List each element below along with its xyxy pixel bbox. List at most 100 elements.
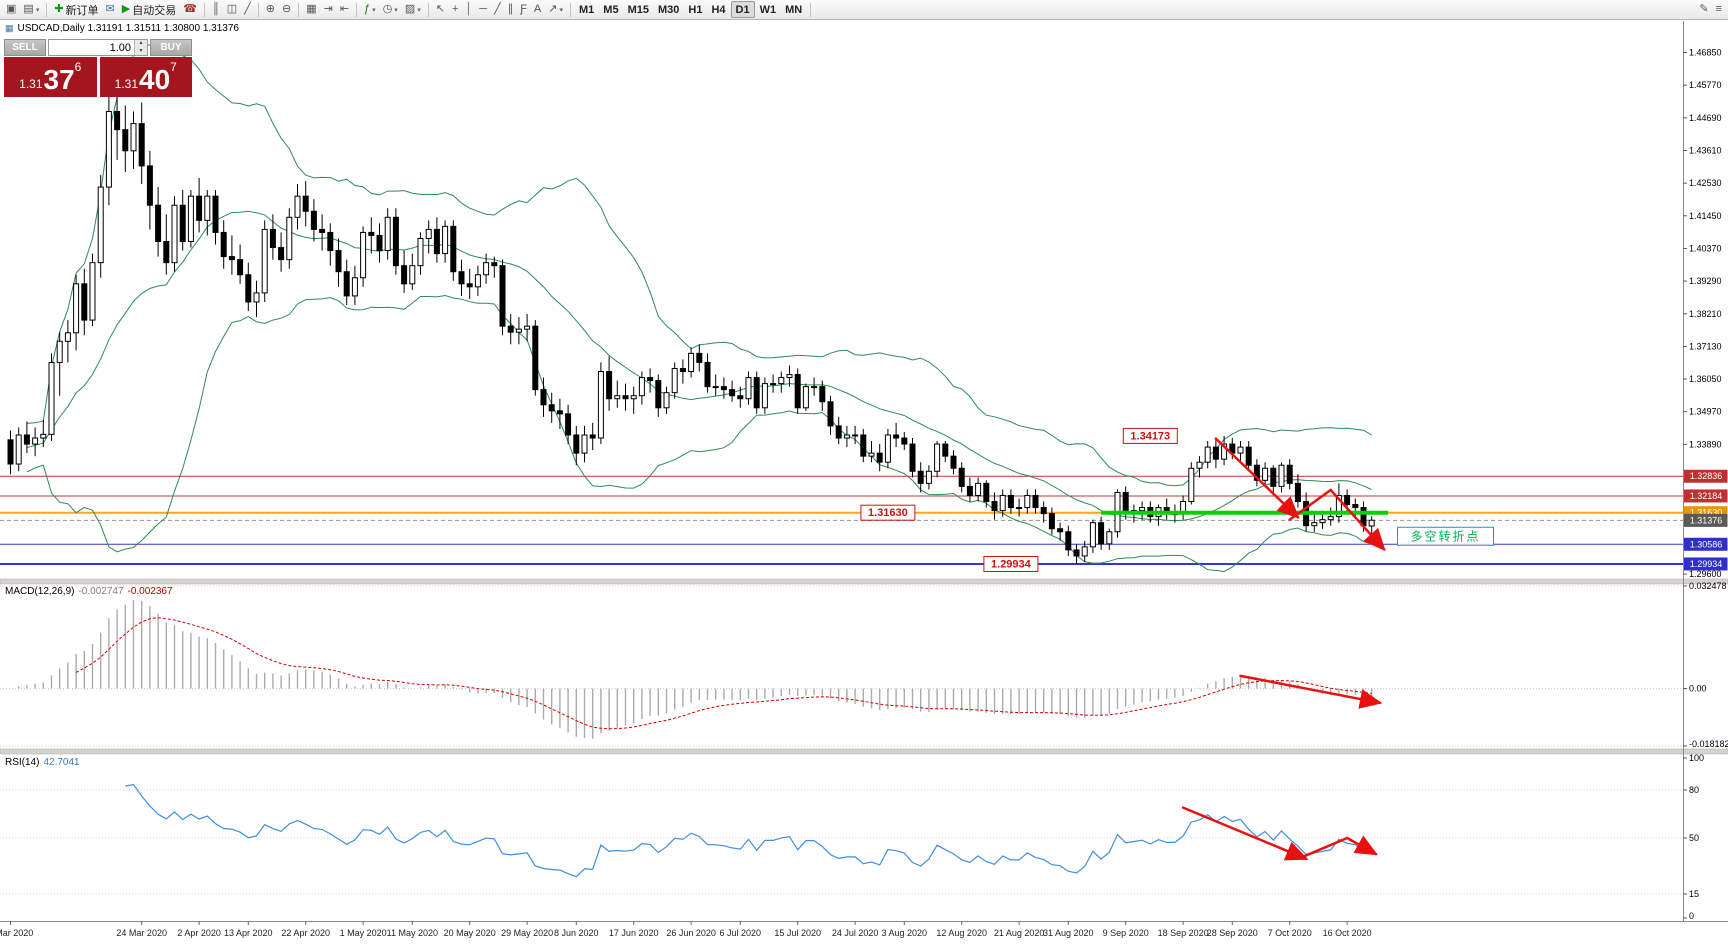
tf-h1[interactable]: H1	[688, 3, 703, 16]
tf-m5[interactable]: M5	[603, 3, 619, 16]
svg-text:1.29600: 1.29600	[1689, 569, 1722, 579]
templates-icon[interactable]: ▨ ▾	[402, 1, 424, 18]
text-icon[interactable]: A	[531, 1, 544, 18]
pencil-icon[interactable]: ✎	[1696, 1, 1711, 18]
spinner-down-icon[interactable]: ▾	[135, 47, 147, 55]
channel-icon[interactable]: ∥	[505, 1, 517, 18]
rsi-label: RSI(14) 42.7041	[5, 757, 80, 768]
tf-m30[interactable]: M30	[657, 3, 680, 16]
dropdown-caret-icon: ▾	[394, 6, 398, 14]
volume-field[interactable]: 1.00 ▴ ▾	[48, 39, 148, 56]
fibonacci-icon[interactable]: Ƒ	[517, 1, 530, 18]
sell-button[interactable]: SELL	[4, 39, 46, 56]
zoom-out-icon[interactable]: ⊖	[279, 1, 294, 18]
macd-panel	[0, 585, 1683, 747]
toolbar-separator	[570, 2, 571, 17]
phone-icon[interactable]: ☎	[180, 1, 200, 18]
svg-text:6 Jul 2020: 6 Jul 2020	[720, 928, 762, 938]
svg-text:17 Jun 2020: 17 Jun 2020	[609, 928, 659, 938]
volume-value[interactable]: 1.00	[109, 42, 131, 54]
periods-icon: ◷	[382, 3, 393, 15]
tf-m1[interactable]: M1	[579, 3, 595, 16]
trendline-icon[interactable]: ╱	[491, 1, 504, 18]
toolbar-separator	[427, 2, 429, 17]
svg-text:1.42530: 1.42530	[1689, 178, 1722, 188]
candlestick-chart-icon: ▦	[5, 23, 14, 33]
panel-separator[interactable]	[0, 578, 1728, 585]
tf-m15[interactable]: M15	[627, 3, 649, 16]
level-price-label[interactable]	[860, 504, 916, 521]
horizontal-level-lines[interactable]	[0, 475, 1683, 565]
trend-arrows[interactable]	[1181, 437, 1386, 861]
svg-text:1.34970: 1.34970	[1689, 407, 1722, 417]
macd-signal-value: -0.002367	[127, 586, 173, 597]
svg-text:1.39290: 1.39290	[1689, 276, 1722, 286]
new-order-button[interactable]: ✚ 新订单	[54, 3, 99, 17]
chart-annotations[interactable]: 1.34173 1.31630 1.29934 多空转折点	[860, 427, 1494, 572]
crosshair-icon[interactable]: +	[449, 1, 461, 18]
svg-text:1.45770: 1.45770	[1689, 80, 1722, 90]
svg-text:2 Apr 2020: 2 Apr 2020	[177, 928, 221, 938]
chart-shift-icon: ⇤	[339, 3, 350, 15]
svg-text:1.37130: 1.37130	[1689, 341, 1722, 351]
cursor-icon[interactable]: ↖	[433, 1, 448, 18]
tf-w1[interactable]: W1	[759, 3, 777, 16]
svg-text:多空转折点: 多空转折点	[1410, 528, 1480, 543]
ask-big-digits: 40	[139, 64, 171, 95]
bar-chart-icon[interactable]: ║	[209, 1, 223, 18]
profiles-icon[interactable]: ▤ ▾	[20, 1, 42, 18]
indicator-axes[interactable]: 0.032478 0.00 -0.018182 100 80 50 15 0	[1683, 581, 1728, 921]
candlestick-icon[interactable]: ◫	[224, 1, 240, 18]
new-chart-icon[interactable]: ▣	[3, 1, 19, 18]
chart-shift-icon[interactable]: ⇤	[337, 1, 352, 18]
svg-text:0.032478: 0.032478	[1689, 581, 1727, 591]
low-price-label[interactable]	[983, 555, 1039, 572]
zoom-in-icon[interactable]: ⊕	[263, 1, 278, 18]
svg-text:1.40370: 1.40370	[1689, 243, 1722, 253]
auto-scroll-icon[interactable]: ⇥	[321, 1, 336, 18]
toolbar-separator	[257, 2, 259, 17]
periods-icon[interactable]: ◷ ▾	[380, 1, 401, 18]
line-chart-icon[interactable]: ╱	[241, 1, 254, 18]
rsi-value: 42.7041	[43, 757, 80, 768]
pencil-icon: ✎	[1699, 3, 1709, 15]
one-click-trading-panel: SELL 1.00 ▴ ▾ BUY 1.31 37 6 1.31 40 7	[4, 39, 192, 97]
buy-button[interactable]: BUY	[150, 39, 192, 56]
toolbar-separator	[46, 2, 48, 17]
svg-text:1.29934: 1.29934	[1690, 559, 1723, 569]
horizontal-line-icon[interactable]: ─	[476, 1, 490, 18]
autotrade-button[interactable]: ▶ 自动交易	[121, 3, 177, 17]
menu-icon[interactable]: ≡	[1713, 1, 1725, 18]
tf-h4[interactable]: H4	[711, 3, 726, 16]
panel-separator[interactable]	[0, 748, 1728, 755]
price-axis[interactable]: 1.46850 1.45770 1.44690 1.43610 1.42530 1.414…	[1683, 48, 1728, 580]
svg-text:1.34173: 1.34173	[1130, 430, 1170, 442]
bb-upper	[26, 44, 1372, 487]
svg-text:29 May 2020: 29 May 2020	[501, 928, 553, 938]
chart-title: ▦ USDCAD,Daily 1.31191 1.31511 1.30800 1…	[5, 23, 239, 34]
tf-d1[interactable]: D1	[730, 1, 755, 18]
high-price-label[interactable]	[1122, 427, 1178, 444]
chat-icon[interactable]: ✉	[103, 1, 118, 18]
line-chart-icon: ╱	[244, 3, 251, 15]
volume-spinner[interactable]: ▴ ▾	[134, 40, 147, 55]
templates-icon: ▨	[404, 3, 416, 15]
bid-big-digits: 37	[43, 64, 75, 95]
indicators-icon: ƒ	[364, 3, 371, 15]
bid-price-box[interactable]: 1.31 37 6	[4, 57, 97, 97]
macd-main-value: -0.002747	[78, 586, 124, 597]
tile-windows-icon[interactable]: ▦	[303, 1, 319, 18]
svg-text:1.31630: 1.31630	[868, 507, 908, 519]
ask-price-box[interactable]: 1.31 40 7	[99, 57, 192, 97]
indicators-icon[interactable]: ƒ ▾	[361, 1, 379, 18]
horizontal-line-icon: ─	[479, 3, 488, 15]
spinner-up-icon[interactable]: ▴	[135, 40, 147, 48]
svg-text:20 May 2020: 20 May 2020	[444, 928, 496, 938]
bb-middle	[26, 210, 1372, 522]
arrows-icon[interactable]: ↗ ▾	[545, 1, 566, 18]
tf-mn[interactable]: MN	[785, 3, 803, 16]
vertical-line-icon[interactable]: │	[462, 1, 475, 18]
turning-point-label[interactable]	[1397, 526, 1494, 546]
